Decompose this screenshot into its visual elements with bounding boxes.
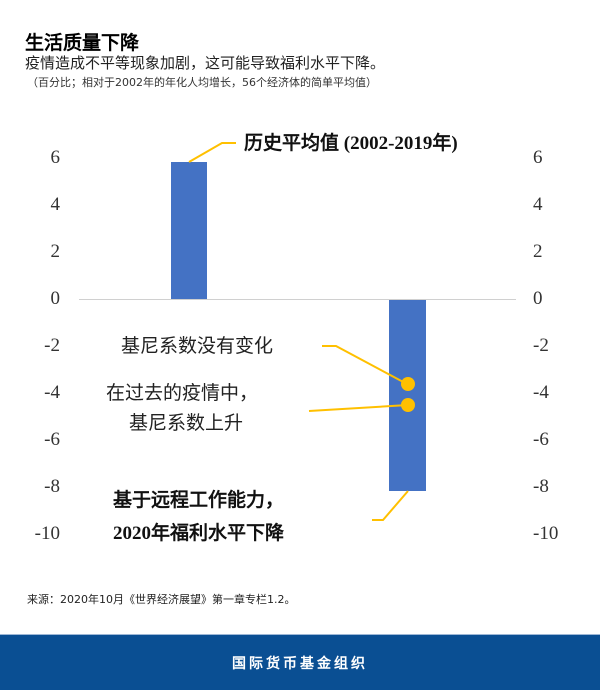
chart-note: （百分比；相对于2002年的年化人均增长，56个经济体的简单平均值） [27,76,377,89]
annotation-gini-unchanged: 基尼系数没有变化 [121,336,274,357]
chart-subtitle: 疫情造成不平等现象加剧，这可能导致福利水平下降。 [25,54,386,72]
annotation-gini-rise-line2: 基尼系数上升 [129,413,244,434]
y-tick: -10 [34,523,60,544]
y-tick: 4 [533,194,543,215]
y-tick: 0 [50,288,61,309]
y-tick: -2 [533,335,549,356]
y-tick: -8 [44,476,60,497]
y-tick: -2 [44,335,60,356]
chart-title: 生活质量下降 [25,32,140,54]
footer-org-name: 国际货币基金组织 [232,655,368,672]
y-tick: -4 [533,382,549,403]
y-tick: 2 [50,241,61,262]
annotation-remote-line2: 2020年福利水平下降 [113,523,285,544]
marker-gini-unchanged [401,377,415,391]
y-tick: 6 [533,147,543,168]
y-tick: 4 [50,194,61,215]
y-tick: -6 [44,429,60,450]
bar-2020-welfare-decline [389,300,426,491]
y-tick: 0 [533,288,543,309]
y-tick: 6 [50,147,61,168]
annotation-historical-average: 历史平均值 (2002-2019年) [244,133,458,154]
source-note: 来源：2020年10月《世界经济展望》第一章专栏1.2。 [27,593,296,606]
bar-historical-average [171,162,207,299]
footer-banner: 国际货币基金组织 [0,634,600,690]
zero-baseline [79,299,516,300]
y-tick: 2 [533,241,543,262]
annotation-gini-rise-line1: 在过去的疫情中， [106,383,259,404]
y-tick: -10 [533,523,559,544]
marker-gini-rise [401,398,415,412]
y-tick: -4 [44,382,60,403]
y-tick: -8 [533,476,549,497]
y-tick: -6 [533,429,549,450]
annotation-remote-line1: 基于远程工作能力， [113,490,285,511]
